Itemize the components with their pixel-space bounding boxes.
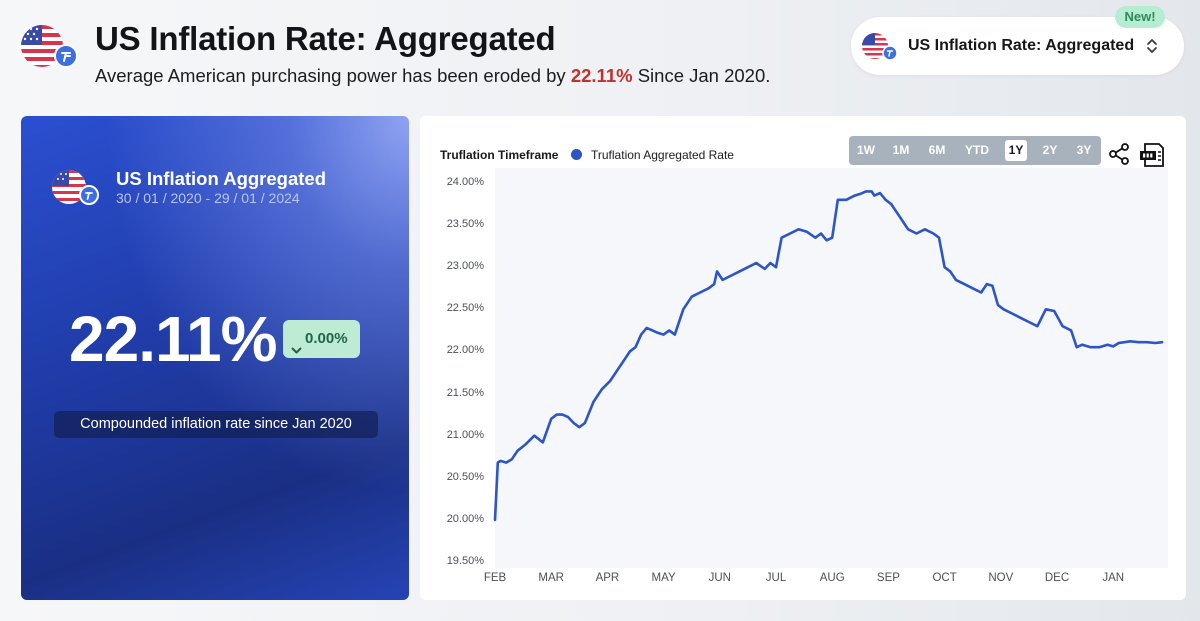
inflation-value: 22.11% (69, 303, 278, 375)
legend-marker (571, 149, 582, 160)
us-flag-icon (51, 169, 103, 209)
subtitle-suffix: Since Jan 2020. (637, 65, 771, 86)
x-tick-label: JAN (1102, 572, 1125, 584)
y-tick-label: 23.50% (446, 218, 484, 231)
card-date-range: 30 / 01 / 2020 - 29 / 01 / 2024 (116, 190, 300, 206)
y-tick-label: 22.50% (446, 302, 484, 315)
chevron-updown-icon (1145, 37, 1159, 60)
series-line (493, 190, 1164, 522)
summary-card: US Inflation Aggregated 30 / 01 / 2020 -… (21, 116, 409, 600)
us-flag-icon (861, 32, 899, 62)
range-button-2y[interactable]: 2Y (1042, 143, 1058, 157)
range-button-ytd[interactable]: YTD (965, 143, 989, 157)
page-subtitle: Average American purchasing power has be… (95, 65, 770, 87)
y-tick-label: 21.50% (446, 386, 484, 399)
x-tick-label: NOV (988, 572, 1014, 584)
x-tick-label: SEP (876, 572, 900, 584)
y-tick-label: 22.00% (446, 344, 484, 357)
timeframe-label: Truflation Timeframe (440, 148, 559, 162)
y-tick-label: 23.00% (446, 260, 484, 273)
x-tick-label: OCT (932, 572, 957, 584)
subtitle-highlight-value: 22.11% (570, 65, 633, 86)
x-tick-label: MAY (651, 572, 676, 584)
range-button-1y[interactable]: 1Y (1005, 140, 1027, 161)
us-flag-icon (20, 24, 78, 72)
y-tick-label: 21.00% (446, 428, 484, 441)
chevron-down-icon (291, 333, 302, 371)
card-title: US Inflation Aggregated (116, 168, 327, 189)
timeframe-selector: 1W 1M 6M YTD 1Y 2Y 3Y (849, 136, 1101, 165)
x-tick-label: AUG (819, 572, 845, 584)
new-badge: New! (1115, 6, 1165, 28)
range-button-6m[interactable]: 6M (928, 143, 946, 157)
change-badge: 0.00% (283, 320, 360, 358)
legend-label: Truflation Aggregated Rate (591, 148, 734, 162)
line-chart (493, 190, 1164, 522)
x-tick-label: APR (595, 572, 620, 584)
y-tick-label: 24.00% (446, 176, 484, 188)
share-icon[interactable] (1108, 143, 1130, 170)
x-tick-label: JUN (708, 572, 731, 584)
y-tick-label: 19.50% (446, 555, 484, 567)
csv-download-icon[interactable] (1139, 142, 1165, 173)
range-button-3y[interactable]: 3Y (1076, 143, 1092, 157)
subtitle-prefix: Average American purchasing power has be… (95, 65, 566, 86)
page-title: US Inflation Rate: Aggregated (95, 20, 556, 57)
y-tick-label: 20.00% (446, 512, 484, 525)
x-tick-label: FEB (483, 572, 507, 584)
chart-card: Truflation Timeframe Truflation Aggregat… (420, 116, 1186, 600)
selector-label: US Inflation Rate: Aggregated (908, 37, 1135, 54)
x-tick-label: JUL (765, 572, 787, 584)
card-caption: Compounded inflation rate since Jan 2020 (54, 411, 378, 438)
x-tick-label: MAR (538, 572, 564, 584)
x-tick-label: DEC (1044, 572, 1070, 584)
range-button-1w[interactable]: 1W (857, 143, 875, 157)
change-value: 0.00% (305, 330, 348, 347)
y-tick-label: 20.50% (446, 470, 484, 483)
range-button-1m[interactable]: 1M (892, 143, 910, 157)
